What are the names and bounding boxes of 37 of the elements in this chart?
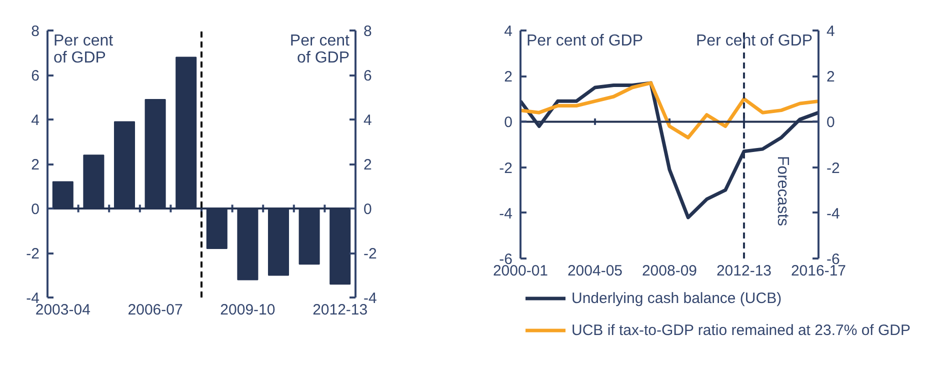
- y-tick-label: -2: [499, 160, 513, 177]
- x-tick-label: 2004-05: [567, 262, 623, 280]
- y2-tick-label: 8: [364, 23, 372, 40]
- y2-tick-label: 4: [364, 112, 372, 129]
- y2-tick-label: 0: [826, 114, 835, 132]
- line-series: [520, 81, 818, 140]
- y-tick-label: 0: [504, 114, 512, 132]
- y-tick-label: 2: [31, 156, 40, 174]
- x-tick-label: 2008-09: [642, 262, 698, 280]
- y2-tick-label: -4: [826, 205, 840, 222]
- y2-tick-label: 4: [826, 23, 835, 40]
- y2-tick-label: 2: [364, 156, 372, 174]
- y-tick-label: 6: [31, 68, 40, 84]
- y2-tick-label: 2: [826, 68, 835, 86]
- y2-tick-label: -2: [364, 246, 377, 262]
- y-tick-label: -4: [499, 205, 513, 222]
- y2-tick-label: 6: [364, 68, 372, 84]
- y2-tick-label: 0: [364, 201, 372, 218]
- y-axis-title: Per cent of GDP: [526, 32, 643, 50]
- x-tick-label: 2003-04: [35, 302, 90, 318]
- y-tick-label: 4: [31, 112, 40, 129]
- y2-axis-title: Per cent of GDP: [696, 32, 813, 50]
- x-tick-label: 2009-10: [220, 302, 276, 318]
- ref-line-label: Forecasts: [774, 156, 791, 226]
- y2-tick-label: -2: [826, 160, 840, 177]
- x-tick-label: 2012-13: [716, 262, 772, 280]
- y-axis-title: Per cent of GDP: [54, 32, 114, 66]
- y-tick-label: 2: [504, 68, 512, 86]
- y-tick-label: 8: [31, 23, 40, 40]
- x-tick-label: 2012-13: [312, 302, 368, 318]
- x-tick-label: 2006-07: [128, 302, 183, 318]
- legend-label: UCB if tax-to-GDP ratio remained at 23.7% of GDP: [572, 322, 911, 339]
- y-tick-label: 4: [504, 23, 512, 40]
- legend-label: Underlying cash balance (UCB): [572, 290, 782, 307]
- y-tick-label: 0: [31, 201, 40, 218]
- y2-axis-title: Per cent of GDP: [290, 32, 350, 66]
- y-tick-label: -2: [26, 246, 40, 262]
